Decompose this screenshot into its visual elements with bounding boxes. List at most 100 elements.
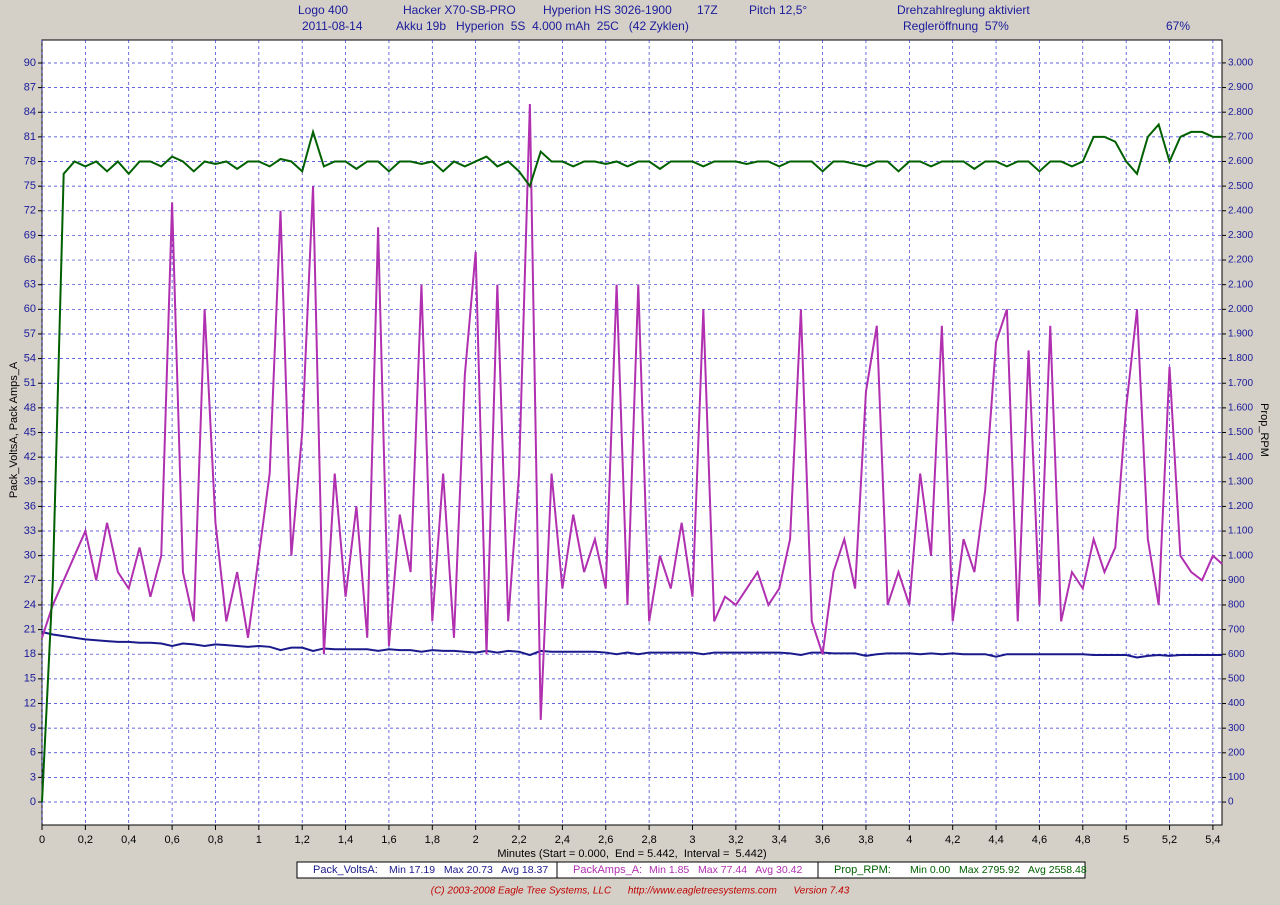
x-tick-label: 0,4 xyxy=(121,834,136,846)
x-tick-label: 3 xyxy=(689,834,695,846)
y2-tick-label: 2.800 xyxy=(1228,107,1253,118)
y2-tick-label: 1.800 xyxy=(1228,353,1253,364)
y2-tick-label: 300 xyxy=(1228,723,1245,734)
y-tick-label: 24 xyxy=(24,599,36,611)
y2-tick-label: 2.600 xyxy=(1228,156,1253,167)
x-tick-label: 1,2 xyxy=(295,834,310,846)
y2-tick-label: 500 xyxy=(1228,674,1245,685)
x-tick-label: 2,6 xyxy=(598,834,613,846)
series-line xyxy=(41,631,1222,659)
y2-tick-label: 1.200 xyxy=(1228,501,1253,512)
y2-tick-label: 100 xyxy=(1228,772,1245,783)
y-tick-label: 9 xyxy=(30,722,36,734)
x-tick-label: 2 xyxy=(473,834,479,846)
y-tick-label: 6 xyxy=(30,747,36,759)
x-tick-label: 2,8 xyxy=(641,834,656,846)
y-tick-label: 63 xyxy=(24,279,36,291)
y-tick-label: 3 xyxy=(30,771,36,783)
legend-summary: Min 0.00 Max 2795.92 Avg 2558.48 xyxy=(910,864,1087,876)
series-line xyxy=(41,122,1222,803)
y-tick-label: 15 xyxy=(24,673,36,685)
y-tick-label: 66 xyxy=(24,254,36,266)
legend-name: Pack_VoltsA: xyxy=(313,864,378,876)
y2-tick-label: 1.700 xyxy=(1228,378,1253,389)
y-tick-label: 57 xyxy=(24,328,36,340)
y2-tick-label: 2.700 xyxy=(1228,131,1253,142)
x-tick-label: 0,6 xyxy=(164,834,179,846)
x-tick-label: 4,6 xyxy=(1032,834,1047,846)
y2-tick-label: 2.200 xyxy=(1228,255,1253,266)
x-tick-label: 5 xyxy=(1123,834,1129,846)
y-tick-label: 78 xyxy=(24,155,36,167)
y2-tick-label: 400 xyxy=(1228,698,1245,709)
legend-name: PackAmps_A: xyxy=(573,864,642,876)
y-tick-label: 69 xyxy=(24,229,36,241)
x-tick-label: 1 xyxy=(256,834,262,846)
header-text: Drehzahlreglung aktiviert xyxy=(897,3,1030,17)
x-tick-label: 5,2 xyxy=(1162,834,1177,846)
y-tick-label: 90 xyxy=(24,57,36,69)
x-tick-label: 2,4 xyxy=(555,834,570,846)
y-tick-label: 18 xyxy=(24,648,36,660)
footer: (C) 2003-2008 Eagle Tree Systems, LLC ht… xyxy=(431,886,850,897)
y-tick-label: 87 xyxy=(24,82,36,94)
header-text: Logo 400 xyxy=(298,3,348,17)
y2-tick-label: 2.300 xyxy=(1228,230,1253,241)
series-line xyxy=(41,104,1223,720)
y-tick-label: 12 xyxy=(24,697,36,709)
y2-tick-label: 1.600 xyxy=(1228,403,1253,414)
x-tick-label: 4,8 xyxy=(1075,834,1090,846)
x-tick-label: 1,4 xyxy=(338,834,353,846)
x-tick-label: 4,4 xyxy=(988,834,1003,846)
y2-tick-label: 1.400 xyxy=(1228,452,1253,463)
y-tick-label: 84 xyxy=(24,106,36,118)
header-text: Akku 19b Hyperion 5S 4.000 mAh 25C (42 Z… xyxy=(396,19,689,33)
y2-tick-label: 2.400 xyxy=(1228,205,1253,216)
y2-tick-label: 1.500 xyxy=(1228,427,1253,438)
y2-tick-label: 1.300 xyxy=(1228,476,1253,487)
y2-tick-label: 600 xyxy=(1228,649,1245,660)
legend-box xyxy=(296,861,1086,879)
legend-summary: Min 17.19 Max 20.73 Avg 18.37 xyxy=(389,864,548,876)
legend-summary: Min 1.85 Max 77.44 Avg 30.42 xyxy=(649,864,802,876)
header-text: 67% xyxy=(1166,19,1190,33)
header-text: Hacker X70-SB-PRO xyxy=(403,3,516,17)
y-tick-label: 81 xyxy=(24,131,36,143)
header-text: Pitch 12,5° xyxy=(749,3,807,17)
y2-tick-label: 700 xyxy=(1228,624,1245,635)
x-tick-label: 4,2 xyxy=(945,834,960,846)
y-tick-label: 45 xyxy=(24,426,36,438)
y-tick-label: 39 xyxy=(24,476,36,488)
x-tick-label: 5,4 xyxy=(1205,834,1220,846)
x-tick-label: 0,8 xyxy=(208,834,223,846)
y-tick-label: 51 xyxy=(24,377,36,389)
y2-tick-label: 2.100 xyxy=(1228,279,1253,290)
y-tick-label: 54 xyxy=(24,353,36,365)
x-tick-label: 3,8 xyxy=(858,834,873,846)
y-tick-label: 75 xyxy=(24,180,36,192)
header-text: Regleröffnung 57% xyxy=(903,19,1009,33)
y-tick-label: 48 xyxy=(24,402,36,414)
y2-tick-label: 2.500 xyxy=(1228,181,1253,192)
x-tick-label: 3,2 xyxy=(728,834,743,846)
y2-tick-label: 2.000 xyxy=(1228,304,1253,315)
y-axis-label: Pack_VoltsA, Pack Amps_A xyxy=(8,361,20,498)
y-tick-label: 42 xyxy=(24,451,36,463)
y-tick-label: 72 xyxy=(24,205,36,217)
x-tick-label: 3,4 xyxy=(772,834,787,846)
y2-tick-label: 1.100 xyxy=(1228,526,1253,537)
legend-name: Prop_RPM: xyxy=(834,864,891,876)
x-tick-label: 4 xyxy=(906,834,912,846)
y2-tick-label: 1.000 xyxy=(1228,550,1253,561)
y2-tick-label: 0 xyxy=(1228,797,1234,808)
x-axis-label: Minutes (Start = 0.000, End = 5.442, Int… xyxy=(497,848,766,860)
y-tick-label: 21 xyxy=(24,623,36,635)
header-text: 17Z xyxy=(697,3,718,17)
y2-tick-label: 1.900 xyxy=(1228,329,1253,340)
y2-axis-label: Prop_RPM xyxy=(1258,403,1270,457)
y2-tick-label: 200 xyxy=(1228,747,1245,758)
x-tick-label: 0 xyxy=(39,834,45,846)
y2-tick-label: 2.900 xyxy=(1228,82,1253,93)
